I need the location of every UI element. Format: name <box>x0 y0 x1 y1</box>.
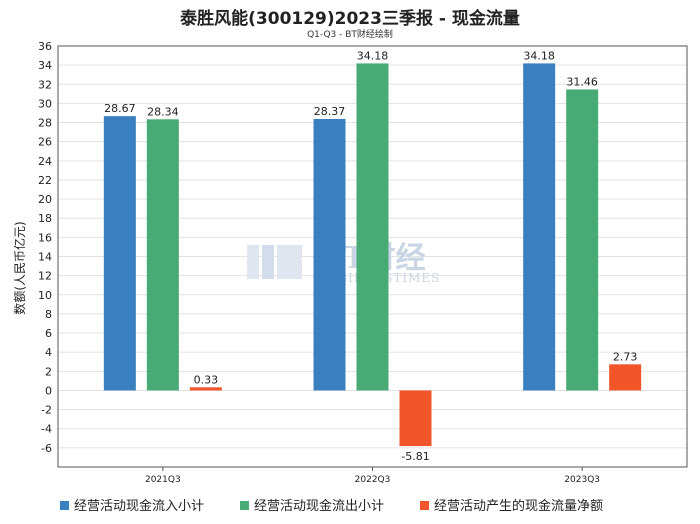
y-tick-label-20: 34 <box>38 59 52 72</box>
chart-subtitle: Q1-Q3 - BT财经绘制 <box>307 30 393 40</box>
legend-label-1: 经营活动现金流出小计 <box>254 498 384 514</box>
y-tick-label-3: 0 <box>45 384 52 397</box>
y-tick-label-21: 36 <box>38 40 52 53</box>
bar-2021Q3-series-1 <box>146 119 179 391</box>
x-tick-label-1: 2022Q3 <box>355 475 391 485</box>
legend-swatch-0 <box>60 501 69 510</box>
y-tick-label-17: 28 <box>38 117 52 130</box>
x-tick-label-2: 2023Q3 <box>564 475 600 485</box>
data-label-2022Q3-series-2: -5.81 <box>401 450 429 463</box>
y-tick-label-12: 18 <box>38 212 52 225</box>
y-tick-label-2: -2 <box>41 404 52 417</box>
legend-swatch-2 <box>420 501 429 510</box>
y-tick-label-14: 22 <box>38 174 52 187</box>
y-tick-label-7: 8 <box>45 308 52 321</box>
legend-label-2: 经营活动产生的现金流量净额 <box>434 498 603 514</box>
y-tick-label-4: 2 <box>45 365 52 378</box>
bar-2022Q3-series-1 <box>356 63 389 391</box>
bar-2023Q3-series-1 <box>566 89 599 391</box>
y-tick-label-1: -4 <box>41 423 52 436</box>
y-tick-label-8: 10 <box>38 289 52 302</box>
y-tick-label-5: 4 <box>45 346 52 359</box>
data-label-2021Q3-series-1: 28.34 <box>147 105 179 118</box>
y-tick-label-10: 14 <box>38 251 52 264</box>
bar-2023Q3-series-2 <box>609 364 642 391</box>
y-tick-label-6: 6 <box>45 327 52 340</box>
data-label-2022Q3-series-1: 34.18 <box>357 49 389 62</box>
data-label-2022Q3-series-0: 28.37 <box>314 105 346 118</box>
bar-2021Q3-series-2 <box>189 387 222 391</box>
y-tick-label-18: 30 <box>38 97 52 110</box>
y-tick-label-9: 12 <box>38 270 52 283</box>
chart-title: 泰胜风能(300129)2023三季报 - 现金流量 <box>180 9 520 29</box>
bar-2022Q3-series-0 <box>313 119 346 391</box>
legend-label-0: 经营活动现金流入小计 <box>74 498 204 514</box>
bar-2021Q3-series-0 <box>103 116 136 391</box>
data-label-2023Q3-series-2: 2.73 <box>613 350 638 363</box>
data-label-2023Q3-series-0: 34.18 <box>523 49 555 62</box>
data-label-2021Q3-series-0: 28.67 <box>104 102 136 115</box>
y-tick-label-16: 26 <box>38 136 52 149</box>
y-tick-label-13: 20 <box>38 193 52 206</box>
y-tick-label-11: 16 <box>38 231 52 244</box>
y-tick-label-15: 24 <box>38 155 52 168</box>
legend-swatch-1 <box>240 501 249 510</box>
y-axis-label: 数额(人民币亿元) <box>12 221 27 314</box>
data-label-2021Q3-series-2: 0.33 <box>194 373 219 386</box>
bar-2022Q3-series-2 <box>399 390 432 447</box>
y-tick-label-19: 32 <box>38 78 52 91</box>
data-label-2023Q3-series-1: 31.46 <box>566 75 598 88</box>
y-tick-label-0: -6 <box>41 442 52 455</box>
x-tick-label-0: 2021Q3 <box>145 475 181 485</box>
bar-2023Q3-series-0 <box>523 63 556 391</box>
